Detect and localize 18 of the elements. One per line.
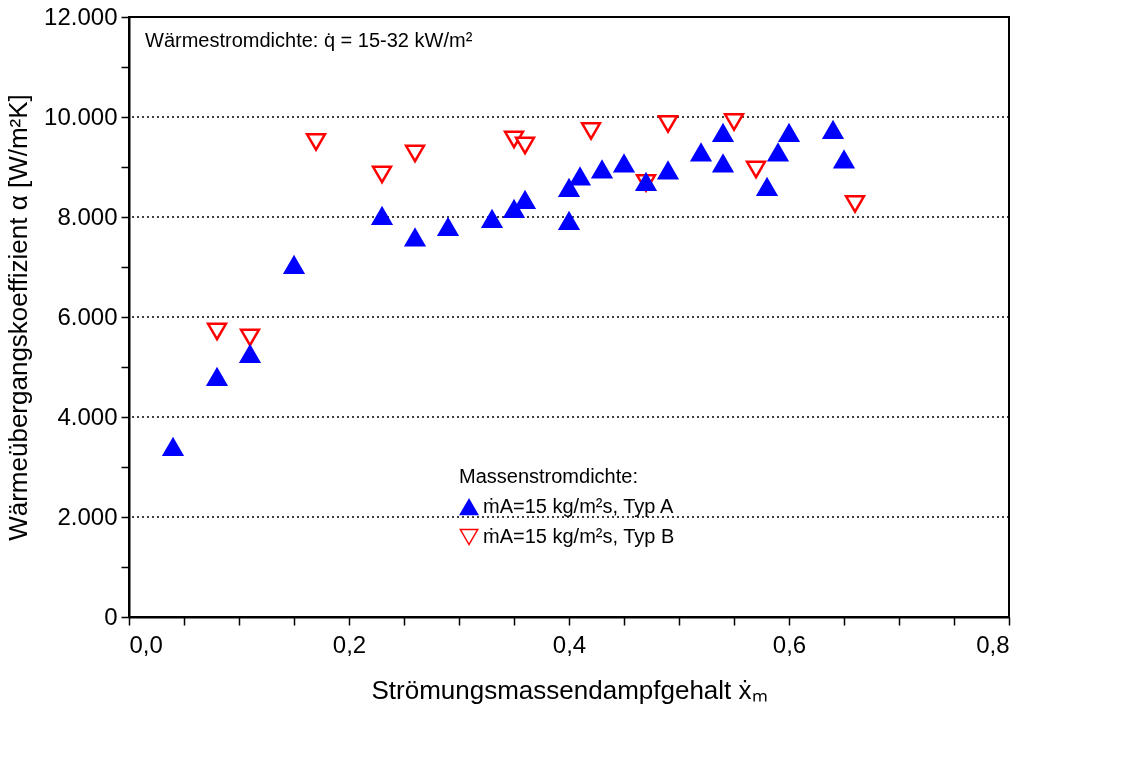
- x-axis-title: Strömungsmassendampfgehalt ẋₘ: [371, 674, 768, 705]
- annotation: Wärmestromdichte: q̇ = 15-32 kW/m²: [145, 29, 473, 51]
- y-axis-title: Wärmeübergangskoeffizient α [W/m²K]: [3, 94, 34, 541]
- y-tick-label: 12.000: [44, 2, 118, 30]
- legend-label: ṁA=15 kg/m²s, Typ A: [483, 495, 674, 517]
- legend-label: ṁA=15 kg/m²s, Typ B: [483, 525, 675, 547]
- y-tick-label: 2.000: [57, 502, 118, 530]
- y-tick-label: 8.000: [57, 202, 118, 230]
- x-tick-label: 0,6: [772, 630, 807, 658]
- x-tick-label: 0,8: [976, 630, 1010, 658]
- x-tick-label: 0,2: [332, 630, 367, 658]
- y-tick-label: 10.000: [44, 102, 118, 130]
- y-tick-label: 0: [104, 602, 118, 630]
- legend-title: Massenstromdichte:: [459, 465, 638, 487]
- y-tick-label: 4.000: [57, 402, 118, 430]
- x-tick-label: 0,4: [552, 630, 587, 658]
- y-tick-label: 6.000: [57, 302, 118, 330]
- x-tick-label: 0,0: [129, 630, 163, 658]
